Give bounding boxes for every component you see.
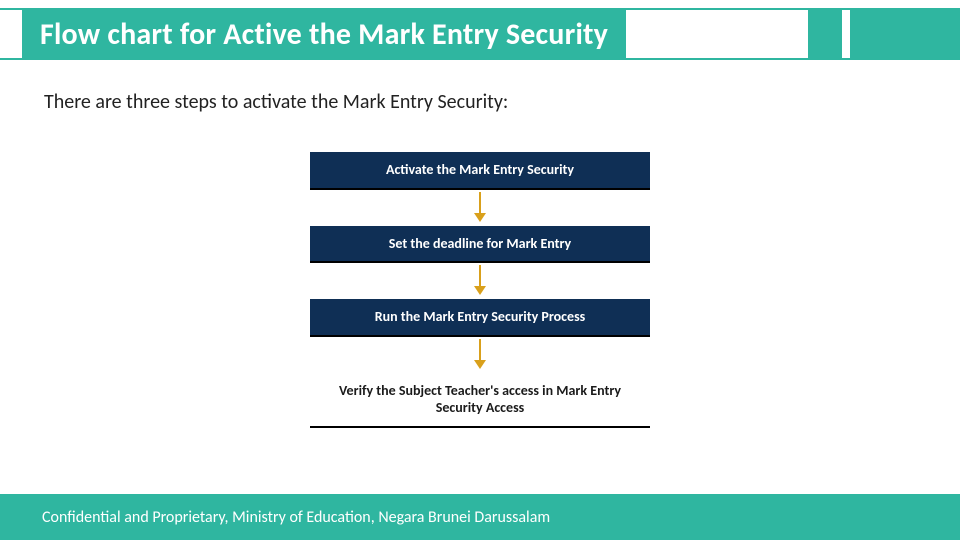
arrow-down-icon	[473, 265, 487, 295]
flow-step-2: Set the deadline for Mark Entry	[310, 226, 650, 264]
arrow-down-icon	[473, 339, 487, 369]
header-decor-chip-2	[850, 10, 960, 58]
flow-step-1: Activate the Mark Entry Security	[310, 152, 650, 190]
flowchart: Activate the Mark Entry Security Set the…	[310, 152, 650, 428]
footer-text: Confidential and Proprietary, Ministry o…	[42, 508, 550, 527]
flow-step-4: Verify the Subject Teacher's access in M…	[310, 373, 650, 428]
header-rule-bottom	[0, 58, 960, 60]
header-decor-chip-1	[808, 10, 842, 58]
page-title-text: Flow chart for Active the Mark Entry Sec…	[40, 16, 608, 53]
page-title: Flow chart for Active the Mark Entry Sec…	[22, 10, 626, 58]
arrow-down-icon	[473, 192, 487, 222]
intro-text: There are three steps to activate the Ma…	[44, 90, 508, 114]
footer-bar: Confidential and Proprietary, Ministry o…	[0, 494, 960, 540]
slide: Flow chart for Active the Mark Entry Sec…	[0, 0, 960, 540]
flow-step-3: Run the Mark Entry Security Process	[310, 299, 650, 337]
